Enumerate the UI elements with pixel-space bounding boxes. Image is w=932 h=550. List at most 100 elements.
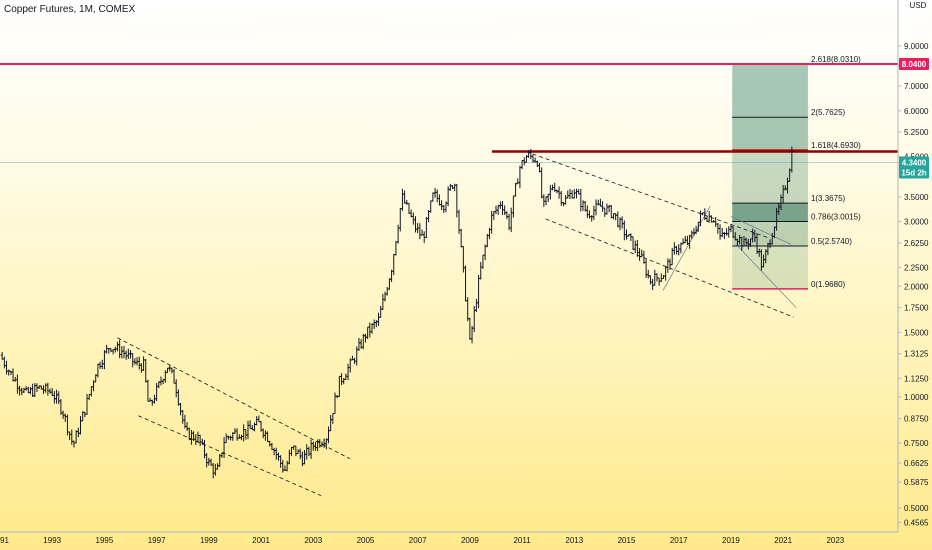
candle-bar xyxy=(631,236,635,251)
candle-bar xyxy=(429,200,433,213)
fib-zone-mid xyxy=(732,203,808,222)
candle-bar xyxy=(605,203,609,215)
price-tick-label: 3.0000 xyxy=(904,218,929,227)
candle-bar xyxy=(366,326,370,340)
candle-bar xyxy=(346,363,350,381)
price-tick-label: 1.0000 xyxy=(904,393,929,402)
time-tick-label: 2007 xyxy=(409,536,427,545)
price-tick-label: 0.7500 xyxy=(904,439,929,448)
candle-bar xyxy=(633,240,637,254)
candle-bar xyxy=(5,360,9,375)
candle-bar xyxy=(229,435,233,441)
candle-bar xyxy=(535,160,539,168)
candle-bar xyxy=(540,167,544,199)
candle-bar xyxy=(442,205,446,214)
candle-bar xyxy=(413,216,417,233)
candle-bar xyxy=(696,221,700,232)
candle-bar xyxy=(129,350,133,359)
candle-bar xyxy=(309,439,313,459)
candle-bar xyxy=(661,275,665,279)
candle-bar xyxy=(377,312,381,326)
candle-bar xyxy=(185,421,189,432)
candle-bar xyxy=(411,212,415,225)
candle-bar xyxy=(55,389,59,404)
candle-bar xyxy=(646,269,650,279)
candle-bar xyxy=(683,235,687,244)
candle-bar xyxy=(403,190,407,204)
time-tick-label: 2021 xyxy=(774,536,792,545)
current-price-label: 4.3400 xyxy=(902,159,927,168)
candle-bar xyxy=(176,389,180,406)
candle-bar xyxy=(72,440,76,448)
candle-bar xyxy=(331,413,335,424)
candle-bar xyxy=(113,346,117,353)
candle-bar xyxy=(383,291,387,302)
price-badge-label: 8.0400 xyxy=(902,60,927,69)
candle-bar xyxy=(248,420,252,429)
time-tick-label: 1999 xyxy=(200,536,218,545)
candle-bar xyxy=(635,239,639,257)
candle-bar xyxy=(592,205,596,220)
candle-bar xyxy=(594,199,598,216)
candle-bar xyxy=(255,416,259,426)
candle-bar xyxy=(570,190,574,199)
time-tick-label: 1991 xyxy=(0,536,9,545)
candle-bar xyxy=(120,346,124,359)
candle-bar xyxy=(640,249,644,258)
candle-bar xyxy=(11,368,15,382)
candle-bar xyxy=(518,165,522,189)
candle-bar xyxy=(281,459,285,473)
price-tick-label: 0.4565 xyxy=(904,518,929,527)
candle-bar xyxy=(477,274,481,309)
channel-line xyxy=(117,337,350,460)
time-tick-label: 2011 xyxy=(513,536,531,545)
candle-bar xyxy=(675,245,679,255)
candle-bar xyxy=(653,269,657,286)
candle-bar xyxy=(7,369,11,376)
candle-bar xyxy=(85,393,89,415)
candle-bar xyxy=(398,208,402,232)
price-axis-unit: USD xyxy=(910,1,927,10)
candle-bar xyxy=(357,337,361,351)
candle-bar xyxy=(33,383,37,397)
fib-zone-top xyxy=(732,64,808,151)
candle-bar xyxy=(263,430,267,441)
candle-bar xyxy=(548,185,552,200)
candle-bar xyxy=(87,393,91,401)
candle-bar xyxy=(531,154,535,163)
candle-bar xyxy=(501,201,505,216)
candle-bar xyxy=(89,386,93,397)
candle-bar xyxy=(400,188,404,211)
candle-bar xyxy=(170,367,174,374)
candle-bar xyxy=(209,458,213,466)
time-tick-label: 2013 xyxy=(565,536,583,545)
candle-bar xyxy=(268,440,272,447)
candle-bar xyxy=(63,413,67,422)
candle-bar xyxy=(574,188,578,199)
candle-bar xyxy=(290,446,294,457)
candle-bar xyxy=(9,370,13,375)
candle-bar xyxy=(579,188,583,212)
candle-bar xyxy=(2,356,6,369)
candle-bar xyxy=(657,277,661,286)
candle-bar xyxy=(727,226,731,238)
candle-bar xyxy=(78,416,82,435)
price-tick-label: 7.0000 xyxy=(904,82,929,91)
candle-bar xyxy=(474,298,478,312)
candle-bar xyxy=(307,446,311,457)
candle-bar xyxy=(692,228,696,236)
candle-bar xyxy=(688,234,692,249)
candle-bar xyxy=(407,202,411,214)
candle-bar xyxy=(207,457,211,466)
candle-bar xyxy=(609,204,613,219)
candle-bar xyxy=(431,192,435,202)
price-tick-label: 9.0000 xyxy=(904,42,929,51)
candle-bar xyxy=(509,207,513,233)
candle-bar xyxy=(322,438,326,448)
candle-bar xyxy=(544,196,548,206)
candle-bar xyxy=(418,223,422,240)
price-tick-label: 1.7500 xyxy=(904,304,929,313)
candle-bar xyxy=(272,447,276,456)
candle-bar xyxy=(270,442,274,451)
